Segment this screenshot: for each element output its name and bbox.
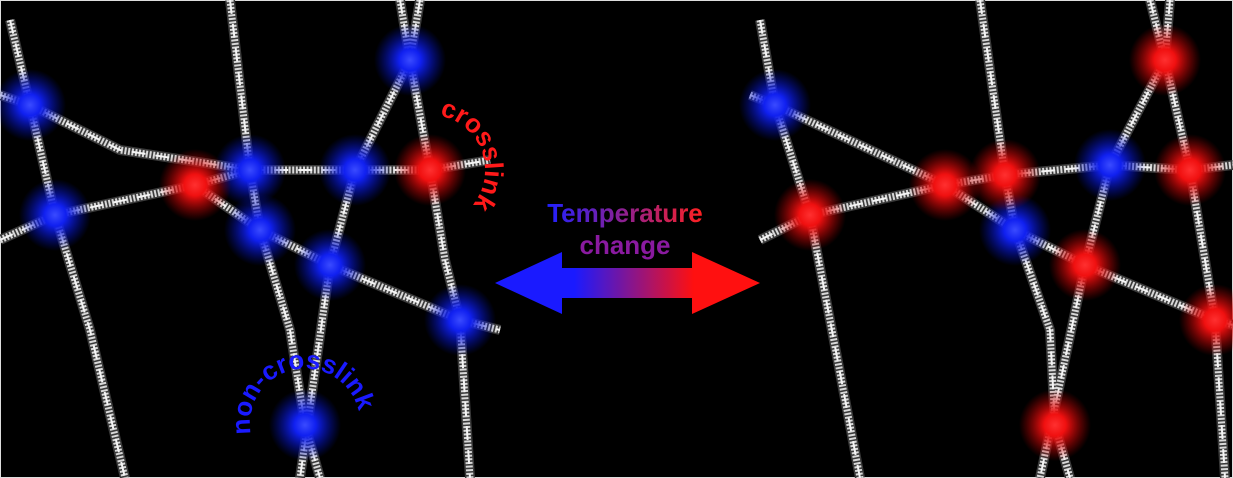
crosslink-node — [1019, 389, 1091, 461]
non-crosslink-node — [294, 229, 366, 301]
non-crosslink-node — [739, 69, 811, 141]
non-crosslink-node — [319, 134, 391, 206]
crosslink-node — [159, 149, 231, 221]
non-crosslink-node — [424, 284, 496, 356]
non-crosslink-node — [19, 179, 91, 251]
crosslink-node — [1154, 134, 1226, 206]
crosslink-node — [1049, 229, 1121, 301]
crosslink-node — [1129, 24, 1201, 96]
caption-line: change — [579, 230, 670, 260]
crosslink-node — [394, 134, 466, 206]
non-crosslink-node — [1074, 129, 1146, 201]
crosslink-node — [969, 139, 1041, 211]
non-crosslink-node — [269, 389, 341, 461]
crosslink-node — [909, 149, 981, 221]
non-crosslink-node — [224, 194, 296, 266]
non-crosslink-node — [374, 24, 446, 96]
caption-line: Temperature — [547, 198, 703, 228]
illustration: Temperature change crosslink non-crossli… — [0, 0, 1233, 478]
crosslink-node — [774, 179, 846, 251]
